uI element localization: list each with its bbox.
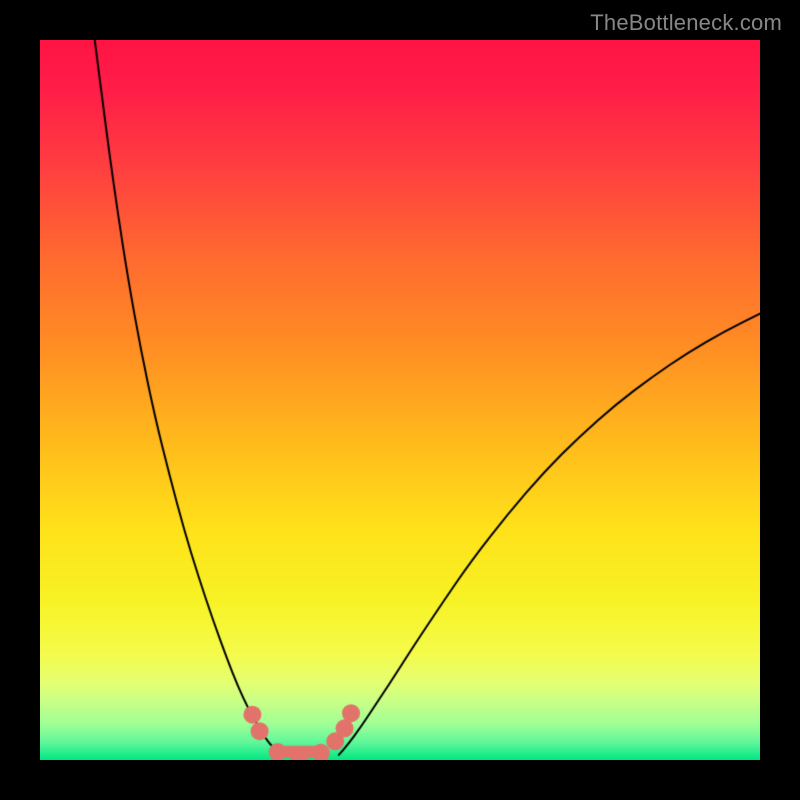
chart-canvas — [40, 40, 760, 760]
plot-area — [40, 40, 760, 760]
chart-frame: TheBottleneck.com — [0, 0, 800, 800]
watermark-text: TheBottleneck.com — [590, 10, 782, 36]
